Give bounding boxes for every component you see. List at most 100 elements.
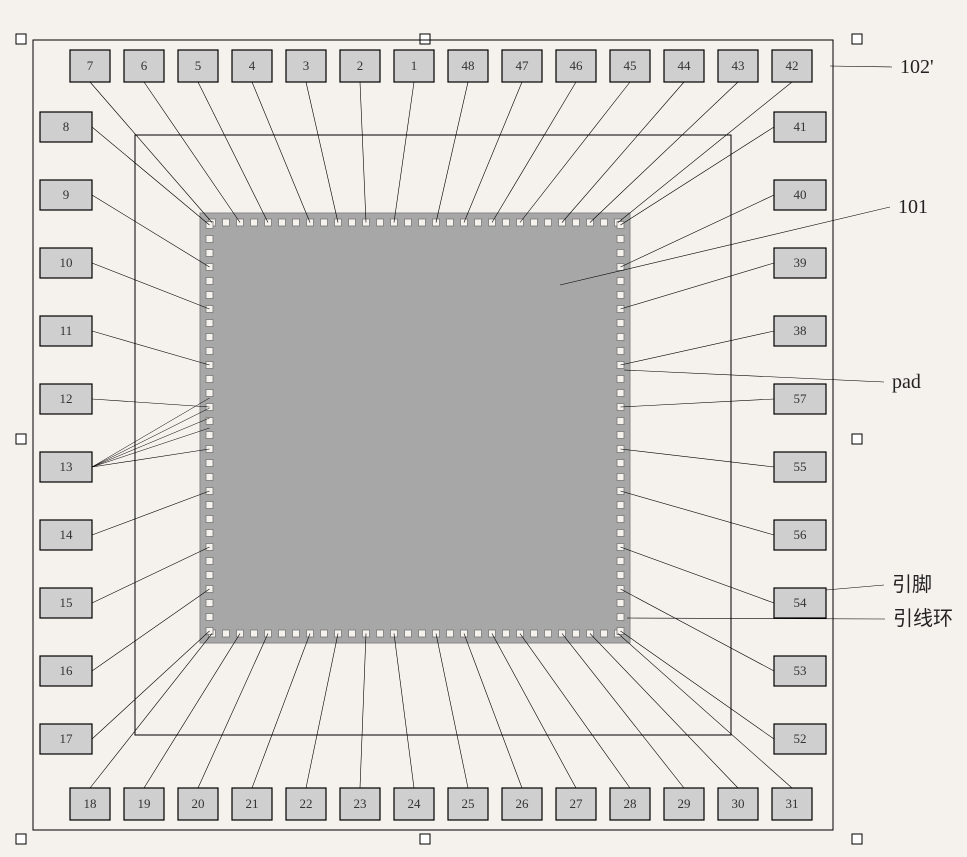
die-pad — [617, 572, 624, 579]
pin-label: 41 — [794, 119, 807, 134]
die-pad — [206, 460, 213, 467]
pin-label: 20 — [192, 796, 205, 811]
die-pad — [206, 376, 213, 383]
pin-label: 55 — [794, 459, 807, 474]
pin-label: 40 — [794, 187, 807, 202]
die-pad — [545, 219, 552, 226]
die-pad — [601, 219, 608, 226]
pin-label: 29 — [678, 796, 691, 811]
die-pad — [321, 630, 328, 637]
pin-label: 22 — [300, 796, 313, 811]
pin-label: 5 — [195, 58, 202, 73]
pin-label: 12 — [60, 391, 73, 406]
die-pad — [617, 460, 624, 467]
callout-cpad: pad — [892, 371, 921, 393]
pin-label: 17 — [60, 731, 74, 746]
pin-label: 56 — [794, 527, 808, 542]
pin-label: 53 — [794, 663, 807, 678]
pin-label: 28 — [624, 796, 637, 811]
die-pad — [475, 219, 482, 226]
resize-handle — [852, 434, 862, 444]
ic-package-diagram: 7654321484746454443421819202122232425262… — [0, 0, 967, 857]
die-pad — [349, 219, 356, 226]
die-pad — [279, 219, 286, 226]
die-pad — [617, 432, 624, 439]
die-pad — [617, 600, 624, 607]
die-pad — [617, 292, 624, 299]
resize-handle — [420, 34, 430, 44]
callout-c102: 102' — [900, 56, 934, 78]
die-pad — [293, 630, 300, 637]
die-pad — [617, 516, 624, 523]
die-pad — [617, 376, 624, 383]
pin-label: 23 — [354, 796, 367, 811]
pin-label: 52 — [794, 731, 807, 746]
die-pad — [419, 630, 426, 637]
die-pad — [206, 558, 213, 565]
pin-label: 1 — [411, 58, 418, 73]
die-pad — [377, 219, 384, 226]
pin-label: 15 — [60, 595, 73, 610]
resize-handle — [16, 834, 26, 844]
resize-handle — [852, 834, 862, 844]
die-pad — [251, 630, 258, 637]
callout-cpin: 引脚 — [892, 573, 932, 596]
pin-label: 47 — [516, 58, 530, 73]
callout-cring: 引线环 — [893, 607, 953, 630]
pin-label: 26 — [516, 796, 530, 811]
pin-label: 24 — [408, 796, 422, 811]
callout-c101: 101 — [898, 196, 928, 218]
die-pad — [377, 630, 384, 637]
pin-label: 3 — [303, 58, 310, 73]
die-pad — [206, 502, 213, 509]
die-pad — [251, 219, 258, 226]
die-pad — [447, 219, 454, 226]
die-pad — [206, 600, 213, 607]
die-pad — [206, 530, 213, 537]
die-pad — [206, 572, 213, 579]
pin-label: 8 — [63, 119, 70, 134]
die-pad — [617, 502, 624, 509]
die-pad — [419, 219, 426, 226]
die-pad — [617, 390, 624, 397]
pin-label: 38 — [794, 323, 807, 338]
die-pad — [206, 250, 213, 257]
die-pad — [503, 630, 510, 637]
die-pad — [617, 418, 624, 425]
die-pad — [293, 219, 300, 226]
die-pad — [206, 390, 213, 397]
pin-label: 31 — [786, 796, 799, 811]
die-pad — [617, 530, 624, 537]
pin-label: 16 — [60, 663, 74, 678]
die-pad — [405, 219, 412, 226]
die-pad — [617, 558, 624, 565]
die-pad — [206, 614, 213, 621]
die-pad — [617, 278, 624, 285]
pin-label: 11 — [60, 323, 73, 338]
pin-label: 14 — [60, 527, 74, 542]
die-pad — [206, 474, 213, 481]
die-pad — [617, 236, 624, 243]
resize-handle — [16, 434, 26, 444]
die-pad — [279, 630, 286, 637]
die-pad — [321, 219, 328, 226]
die-pad — [475, 630, 482, 637]
pin-label: 44 — [678, 58, 692, 73]
die-pad — [349, 630, 356, 637]
resize-handle — [16, 34, 26, 44]
pin-label: 18 — [84, 796, 97, 811]
die-pad — [573, 630, 580, 637]
die-pad — [617, 250, 624, 257]
die-pad — [617, 614, 624, 621]
pin-label: 48 — [462, 58, 475, 73]
pin-label: 54 — [794, 595, 808, 610]
die-pad — [503, 219, 510, 226]
die-pad — [206, 418, 213, 425]
pin-label: 27 — [570, 796, 584, 811]
die-pad — [617, 334, 624, 341]
pin-label: 46 — [570, 58, 584, 73]
pin-label: 4 — [249, 58, 256, 73]
die-pad — [617, 320, 624, 327]
pin-label: 2 — [357, 58, 364, 73]
die-pad — [223, 219, 230, 226]
